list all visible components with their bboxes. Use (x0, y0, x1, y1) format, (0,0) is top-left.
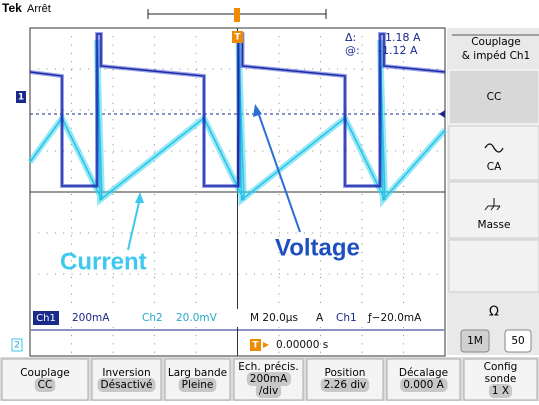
trigger-mode: A (316, 312, 324, 324)
cursor-at-value: -1.12 A (378, 44, 418, 57)
menu-text: Ech. précis. (238, 361, 298, 373)
menu-text: Couplage (20, 367, 70, 379)
trigger-position: 0.00000 s (276, 339, 328, 351)
ch2-label: Ch2 (142, 312, 163, 324)
menu-text: Pleine (182, 379, 214, 391)
ch1-label: Ch1 (36, 313, 56, 324)
current-label: Current (60, 248, 147, 275)
oscilloscope-screen: Tek Arrêt 1 T Δ: 1.18 A @: -1.12 A Curre… (0, 0, 539, 401)
menu-text: /div (259, 385, 278, 397)
timebase: M 20.0µs (250, 312, 298, 324)
menu-text: Décalage (399, 367, 448, 379)
menu-text: 2.26 div (324, 379, 367, 391)
impedance-50-label: 50 (511, 335, 524, 347)
trigger-source: Ch1 (336, 312, 357, 324)
menu-text: 0.000 A (403, 379, 444, 391)
ch1-scale: 200mA (72, 312, 110, 324)
menu-text: Inversion (102, 367, 150, 379)
cc-label: CC (487, 91, 502, 103)
cursor-delta: Δ: (345, 31, 356, 44)
cursor-delta-value: 1.18 A (385, 31, 421, 44)
ch2-scale: 20.0mV (176, 312, 218, 324)
blank-button (449, 240, 539, 292)
menu-text: Désactivé (101, 379, 153, 391)
ch1-marker-label: 1 (18, 93, 24, 103)
record-marker (234, 8, 240, 22)
masse-label: Masse (478, 219, 511, 231)
menu-text: Position (325, 367, 366, 379)
status: Arrêt (27, 3, 51, 15)
voltage-label: Voltage (275, 234, 360, 261)
menu-text: 1 X (492, 385, 509, 397)
panel-title: & impéd Ch1 (462, 50, 530, 62)
cursor-at: @: (345, 44, 360, 57)
brand: Tek (2, 1, 22, 15)
menu-text: CC (38, 379, 53, 391)
impedance-1m-label: 1M (467, 335, 483, 347)
menu-text: Config (484, 361, 518, 373)
trigger-level: ƒ−20.0mA (367, 312, 422, 324)
trigger-position-icon-label: T (252, 341, 259, 351)
ca-label: CA (487, 161, 502, 173)
menu-text: 200mA (250, 373, 288, 385)
menu-text: Larg bande (168, 367, 227, 379)
panel-title: Couplage (471, 36, 521, 48)
ch2-marker-label: 2 (14, 341, 20, 351)
menu-text: sonde (485, 373, 517, 385)
impedance-symbol: Ω (489, 305, 499, 320)
trigger-marker-label: T (234, 33, 241, 43)
